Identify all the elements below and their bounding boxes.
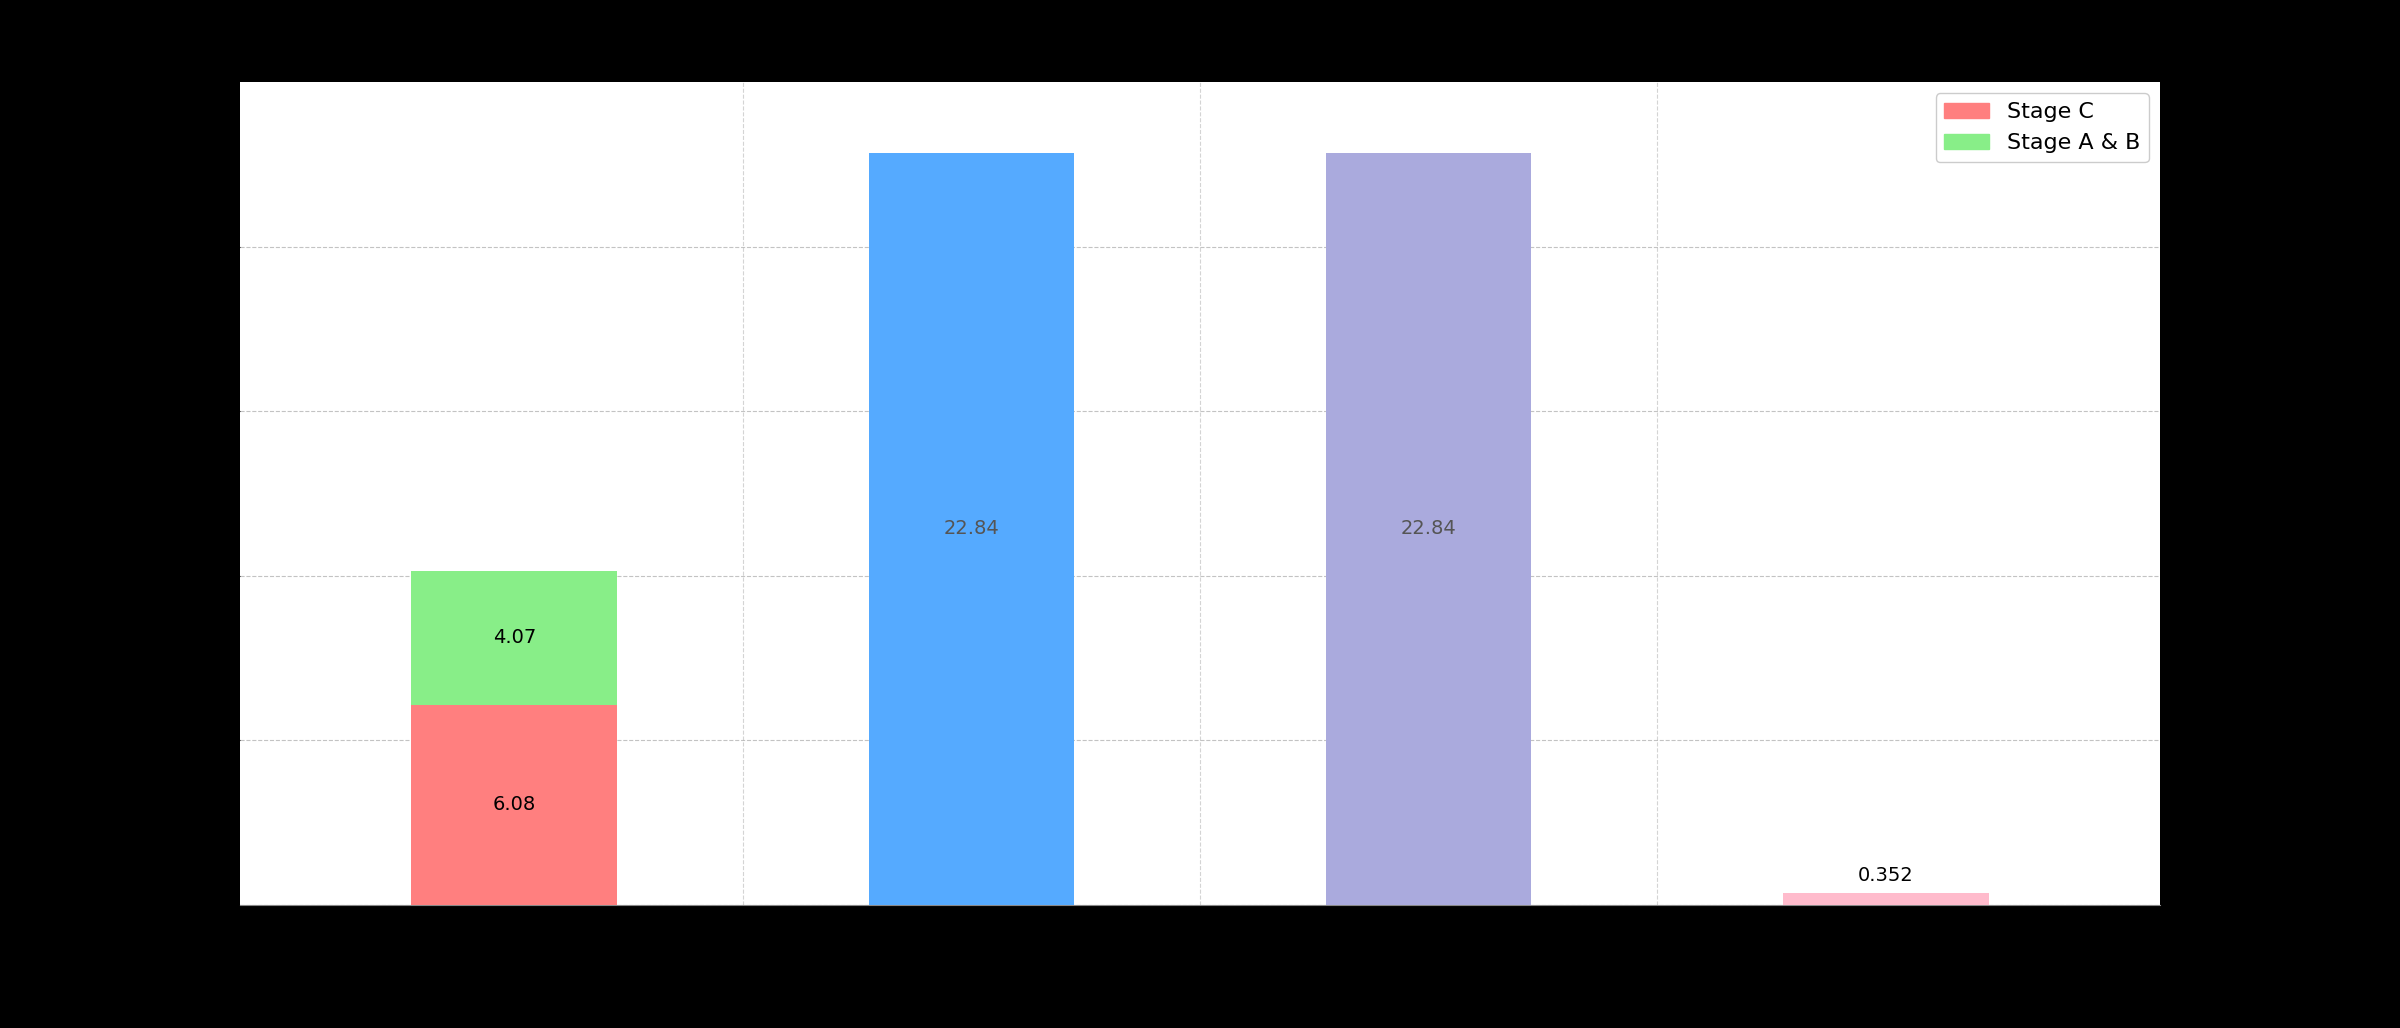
Text: 22.84: 22.84 (943, 519, 998, 539)
Text: 4.07: 4.07 (492, 628, 535, 648)
Bar (1783, 893, 1990, 905)
Bar (869, 153, 1075, 905)
Bar (410, 704, 617, 905)
Legend: Stage C, Stage A & B: Stage C, Stage A & B (1934, 94, 2148, 162)
Y-axis label: Inference Speed (seconds): Inference Speed (seconds) (178, 345, 199, 641)
Bar (410, 571, 617, 704)
Text: 22.84: 22.84 (1402, 519, 1457, 539)
Title: Inference Speed Comparison (Batch Size = 4): Inference Speed Comparison (Batch Size =… (850, 38, 1550, 68)
Text: 6.08: 6.08 (492, 795, 535, 814)
Bar (1325, 153, 1531, 905)
Text: 0.352: 0.352 (1858, 866, 1913, 885)
